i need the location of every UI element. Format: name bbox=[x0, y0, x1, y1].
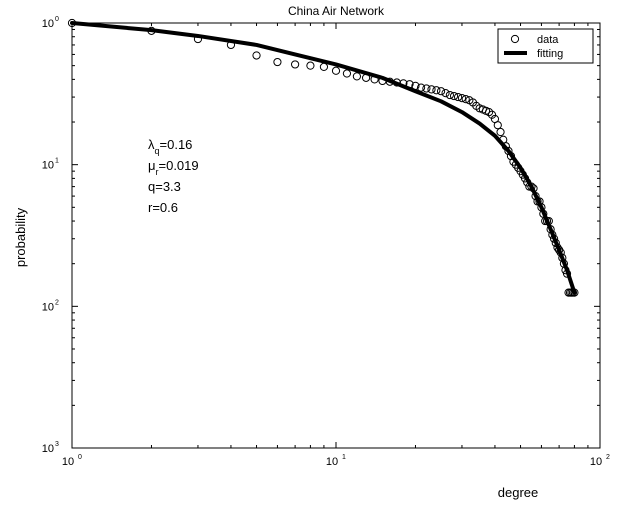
data-point bbox=[504, 146, 513, 156]
data-point bbox=[544, 216, 553, 226]
y-tick-exponent: 2 bbox=[55, 299, 59, 306]
x-tick-label: 10 bbox=[326, 456, 338, 468]
y-tick-label: 10 bbox=[42, 301, 54, 313]
data-point bbox=[291, 60, 300, 69]
fit-parameters: λq=0.16 μr=0.019 q=3.3 r=0.6 bbox=[148, 137, 199, 215]
data-point bbox=[570, 288, 579, 297]
data-point bbox=[520, 174, 530, 183]
data-point bbox=[487, 110, 497, 119]
data-point bbox=[548, 230, 557, 239]
data-point bbox=[427, 85, 436, 94]
data-point bbox=[555, 245, 564, 255]
data-point bbox=[252, 51, 261, 60]
data-point bbox=[556, 248, 565, 257]
data-point bbox=[306, 61, 315, 70]
data-point bbox=[453, 92, 463, 102]
data-point bbox=[147, 26, 156, 35]
data-point bbox=[493, 121, 502, 130]
data-point bbox=[416, 83, 426, 92]
legend-marker-data bbox=[510, 34, 520, 44]
fit-parameter-text: μr=0.019 bbox=[148, 158, 199, 177]
axis-ticks: 10 0 10 1 10 210 010 110 210 3 bbox=[42, 16, 610, 468]
data-point bbox=[342, 69, 352, 78]
data-point bbox=[422, 84, 431, 93]
y-tick-exponent: 0 bbox=[55, 16, 59, 23]
x-tick-exponent: 1 bbox=[342, 454, 346, 461]
y-tick-exponent: 3 bbox=[55, 441, 59, 448]
data-point bbox=[525, 182, 534, 191]
data-point bbox=[449, 91, 459, 101]
data-point bbox=[441, 89, 450, 98]
fit-parameter-text: q=3.3 bbox=[148, 179, 181, 194]
x-axis-label: degree bbox=[498, 485, 538, 500]
data-point bbox=[531, 191, 540, 201]
data-point bbox=[436, 87, 446, 96]
data-point bbox=[226, 40, 236, 50]
data-point bbox=[392, 78, 401, 87]
data-point bbox=[549, 234, 559, 243]
data-point bbox=[67, 18, 77, 28]
data-point bbox=[562, 269, 572, 278]
x-tick-label: 10 bbox=[62, 456, 74, 468]
y-tick-exponent: 1 bbox=[55, 158, 59, 165]
data-point bbox=[319, 62, 329, 71]
data-point bbox=[527, 182, 536, 191]
y-tick-label: 10 bbox=[42, 18, 54, 30]
data-point bbox=[558, 253, 567, 262]
legend-box bbox=[497, 28, 594, 64]
data-point bbox=[411, 81, 420, 90]
data-point bbox=[535, 197, 544, 206]
y-tick-label: 10 bbox=[42, 160, 54, 172]
data-point bbox=[331, 66, 341, 75]
y-axis-label: probability bbox=[13, 207, 28, 267]
data-point bbox=[352, 72, 362, 81]
y-tick-label: 10 bbox=[42, 443, 54, 455]
x-tick-exponent: 0 bbox=[78, 454, 82, 461]
data-point bbox=[445, 90, 454, 100]
data-point bbox=[484, 107, 494, 117]
data-series-points bbox=[67, 18, 579, 297]
x-tick-exponent: 2 bbox=[606, 454, 610, 461]
fit-parameter-text: r=0.6 bbox=[148, 200, 178, 215]
fit-parameter-text: λq=0.16 bbox=[148, 137, 192, 156]
data-point bbox=[551, 238, 560, 248]
legend-label-data: data bbox=[537, 34, 559, 46]
chart-title: China Air Network bbox=[288, 4, 385, 18]
data-point bbox=[457, 94, 467, 103]
data-point bbox=[273, 57, 282, 67]
data-point bbox=[405, 80, 414, 89]
data-point bbox=[193, 34, 203, 44]
data-point bbox=[506, 151, 516, 161]
data-point bbox=[546, 225, 555, 234]
data-point bbox=[361, 73, 371, 82]
legend: data fitting bbox=[497, 28, 594, 64]
data-point bbox=[523, 178, 532, 187]
data-point bbox=[501, 142, 510, 151]
data-point bbox=[370, 75, 379, 84]
data-point bbox=[496, 127, 505, 137]
data-point bbox=[529, 184, 538, 193]
plot-area-frame bbox=[71, 22, 601, 449]
data-point bbox=[432, 86, 441, 95]
data-point bbox=[461, 95, 470, 104]
x-tick-label: 10 bbox=[590, 456, 602, 468]
data-point bbox=[399, 79, 408, 88]
legend-label-fitting: fitting bbox=[537, 48, 563, 60]
